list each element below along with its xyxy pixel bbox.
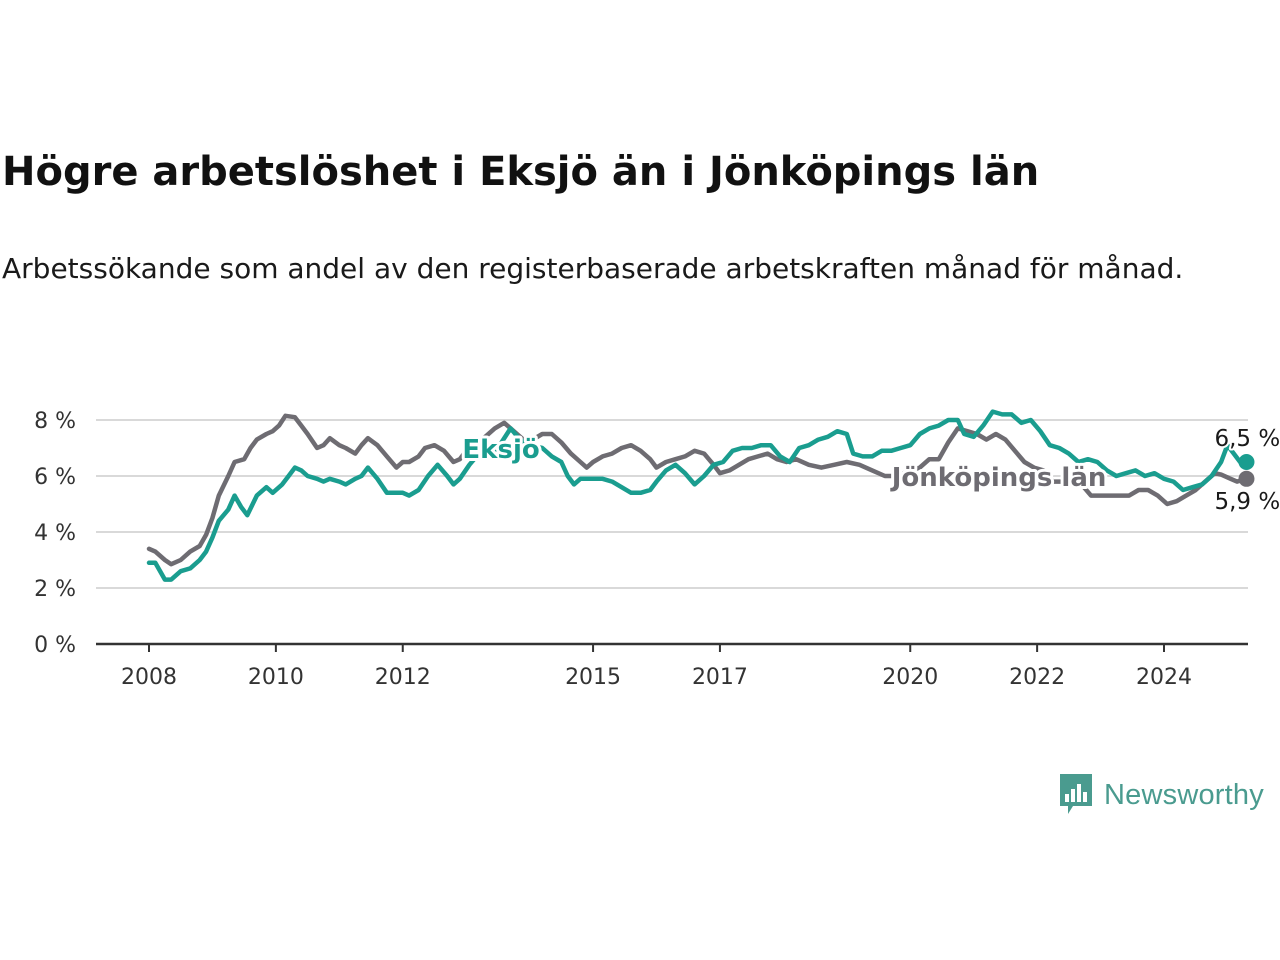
- series-line-0: [146, 413, 1249, 567]
- x-tick-label: 2008: [121, 665, 177, 690]
- series-lines: [146, 409, 1249, 582]
- x-tick-label: 2024: [1136, 665, 1192, 690]
- end-label-0: 5,9 %: [1214, 489, 1280, 515]
- chart-subtitle: Arbetssökande som andel av den registerb…: [2, 252, 1184, 285]
- x-tick-label: 2022: [1009, 665, 1065, 690]
- series-labels: Jönköpings län Eksjö: [459, 432, 1109, 496]
- y-tick-label: 8 %: [34, 409, 76, 434]
- series-label-0: Jönköpings län: [890, 463, 1107, 493]
- end-marker-0: [1238, 470, 1255, 487]
- chart-speech-bubble-icon: [1060, 774, 1092, 814]
- x-tick-label: 2010: [248, 665, 304, 690]
- y-gridlines: [96, 419, 1248, 589]
- x-tick-label: 2015: [565, 665, 621, 690]
- end-label-1: 6,5 %: [1214, 426, 1280, 452]
- line-chart: 0 % 2 % 4 % 6 % 8 % 2008 2010 2012 2015 2017 2020…: [34, 409, 1280, 690]
- x-tick-label: 2020: [882, 665, 938, 690]
- y-tick-labels: 0 % 2 % 4 % 6 % 8 %: [34, 409, 76, 658]
- newsworthy-logo: Newsworthy: [1058, 772, 1264, 818]
- end-marker-1: [1238, 454, 1255, 470]
- series-line-1: [146, 409, 1249, 582]
- end-markers: 5,9 % 6,5 %: [1212, 424, 1280, 517]
- x-axis: 2008 2010 2012 2015 2017 2020 2022 2024: [96, 642, 1248, 690]
- series-label-1: Eksjö: [462, 435, 539, 465]
- y-tick-label: 4 %: [34, 521, 76, 546]
- y-tick-label: 0 %: [34, 633, 76, 658]
- x-tick-label: 2012: [375, 665, 431, 690]
- y-tick-label: 6 %: [34, 465, 76, 490]
- y-tick-label: 2 %: [34, 577, 76, 602]
- x-tick-label: 2017: [692, 665, 748, 690]
- logo-text: Newsworthy: [1104, 778, 1264, 811]
- chart-title: Högre arbetslöshet i Eksjö än i Jönköpin…: [2, 149, 1040, 195]
